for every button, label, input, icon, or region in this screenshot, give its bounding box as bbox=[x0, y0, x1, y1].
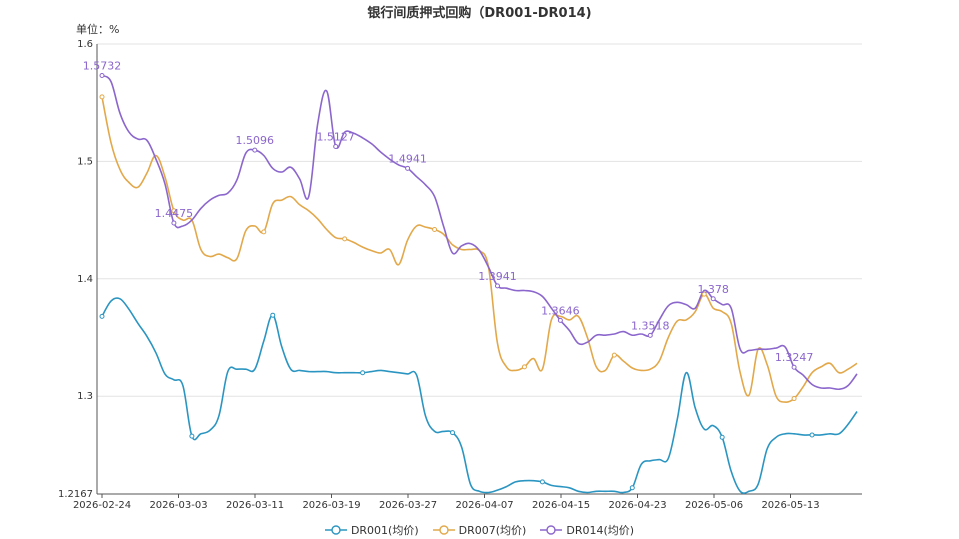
y-tick-label: 1.5 bbox=[77, 156, 93, 167]
y-tick-label: 1.4 bbox=[77, 274, 93, 285]
data-point bbox=[791, 364, 797, 370]
x-tick-label: 2026-05-13 bbox=[761, 500, 819, 511]
series-line-1 bbox=[101, 297, 858, 495]
data-point bbox=[557, 317, 563, 323]
data-label: 1.4475 bbox=[155, 207, 194, 220]
data-point bbox=[261, 229, 267, 235]
data-labels: 1.5732 1.4475 1.5096 1.5127 1.4941 1.3941 1.36… bbox=[83, 59, 814, 364]
x-tick-label: 2026-03-27 bbox=[379, 500, 437, 511]
data-point bbox=[521, 364, 527, 370]
data-point bbox=[171, 220, 177, 226]
x-tick-label: 2026-04-15 bbox=[532, 500, 590, 511]
data-point bbox=[252, 147, 258, 153]
data-point bbox=[611, 352, 617, 358]
data-point bbox=[791, 396, 797, 402]
chart-title: 银行间质押式回购（DR001-DR014) bbox=[367, 6, 592, 21]
data-point bbox=[647, 332, 653, 338]
legend-item-3[interactable]: DR014(均价) bbox=[540, 522, 634, 538]
legend-swatch bbox=[324, 525, 347, 535]
x-tick-label: 2026-05-06 bbox=[685, 500, 743, 511]
series-line-3 bbox=[101, 74, 858, 391]
data-point bbox=[432, 226, 438, 232]
x-tick-label: 2026-04-07 bbox=[455, 500, 513, 511]
grid-lines bbox=[97, 43, 862, 495]
legend-item-1[interactable]: DR001(均价) bbox=[324, 522, 419, 538]
data-point bbox=[629, 485, 635, 491]
data-point bbox=[809, 432, 815, 438]
data-point bbox=[342, 236, 348, 242]
data-point bbox=[405, 165, 411, 171]
data-point bbox=[99, 313, 105, 319]
x-tick-label: 2026-02-24 bbox=[73, 500, 131, 511]
data-point bbox=[171, 208, 177, 214]
legend-swatch bbox=[540, 525, 563, 535]
x-tick-label: 2026-03-11 bbox=[226, 500, 284, 511]
data-label: 1.3247 bbox=[775, 351, 814, 364]
data-point bbox=[539, 479, 545, 485]
data-label: 1.3646 bbox=[541, 304, 580, 317]
unit-label: 单位：% bbox=[76, 23, 120, 36]
x-tick-label: 2026-03-19 bbox=[302, 500, 360, 511]
data-label: 1.4941 bbox=[388, 152, 427, 165]
data-label: 1.3518 bbox=[631, 319, 670, 332]
data-point bbox=[701, 291, 707, 297]
data-label: 1.3941 bbox=[478, 270, 517, 283]
data-label: 1.378 bbox=[697, 283, 729, 296]
data-point bbox=[710, 296, 716, 302]
data-point bbox=[99, 72, 105, 78]
legend: DR001(均价) DR007(均价) DR014(均价) bbox=[0, 522, 959, 538]
data-point bbox=[719, 434, 725, 440]
x-tick-label: 2026-04-23 bbox=[608, 500, 666, 511]
data-point bbox=[360, 370, 366, 376]
data-point bbox=[99, 94, 105, 100]
data-label: 1.5096 bbox=[236, 134, 275, 147]
data-markers bbox=[99, 72, 815, 491]
legend-label: DR001(均价) bbox=[350, 524, 419, 537]
data-label: 1.5732 bbox=[83, 59, 122, 72]
data-point bbox=[333, 143, 339, 149]
data-point bbox=[494, 283, 500, 289]
y-tick-label: 1.6 bbox=[77, 39, 93, 50]
legend-item-2[interactable]: DR007(均价) bbox=[432, 522, 527, 538]
data-point bbox=[270, 312, 276, 318]
x-tick-label: 2026-03-03 bbox=[149, 500, 207, 511]
y-tick-label: 1.2167 bbox=[58, 489, 93, 500]
data-label: 1.5127 bbox=[316, 130, 355, 143]
data-point bbox=[450, 430, 456, 436]
data-point bbox=[189, 433, 195, 439]
series-lines bbox=[101, 74, 858, 495]
y-tick-label: 1.3 bbox=[77, 391, 93, 402]
legend-label: DR014(均价) bbox=[566, 524, 635, 537]
legend-label: DR007(均价) bbox=[458, 524, 527, 537]
legend-swatch bbox=[432, 525, 455, 535]
